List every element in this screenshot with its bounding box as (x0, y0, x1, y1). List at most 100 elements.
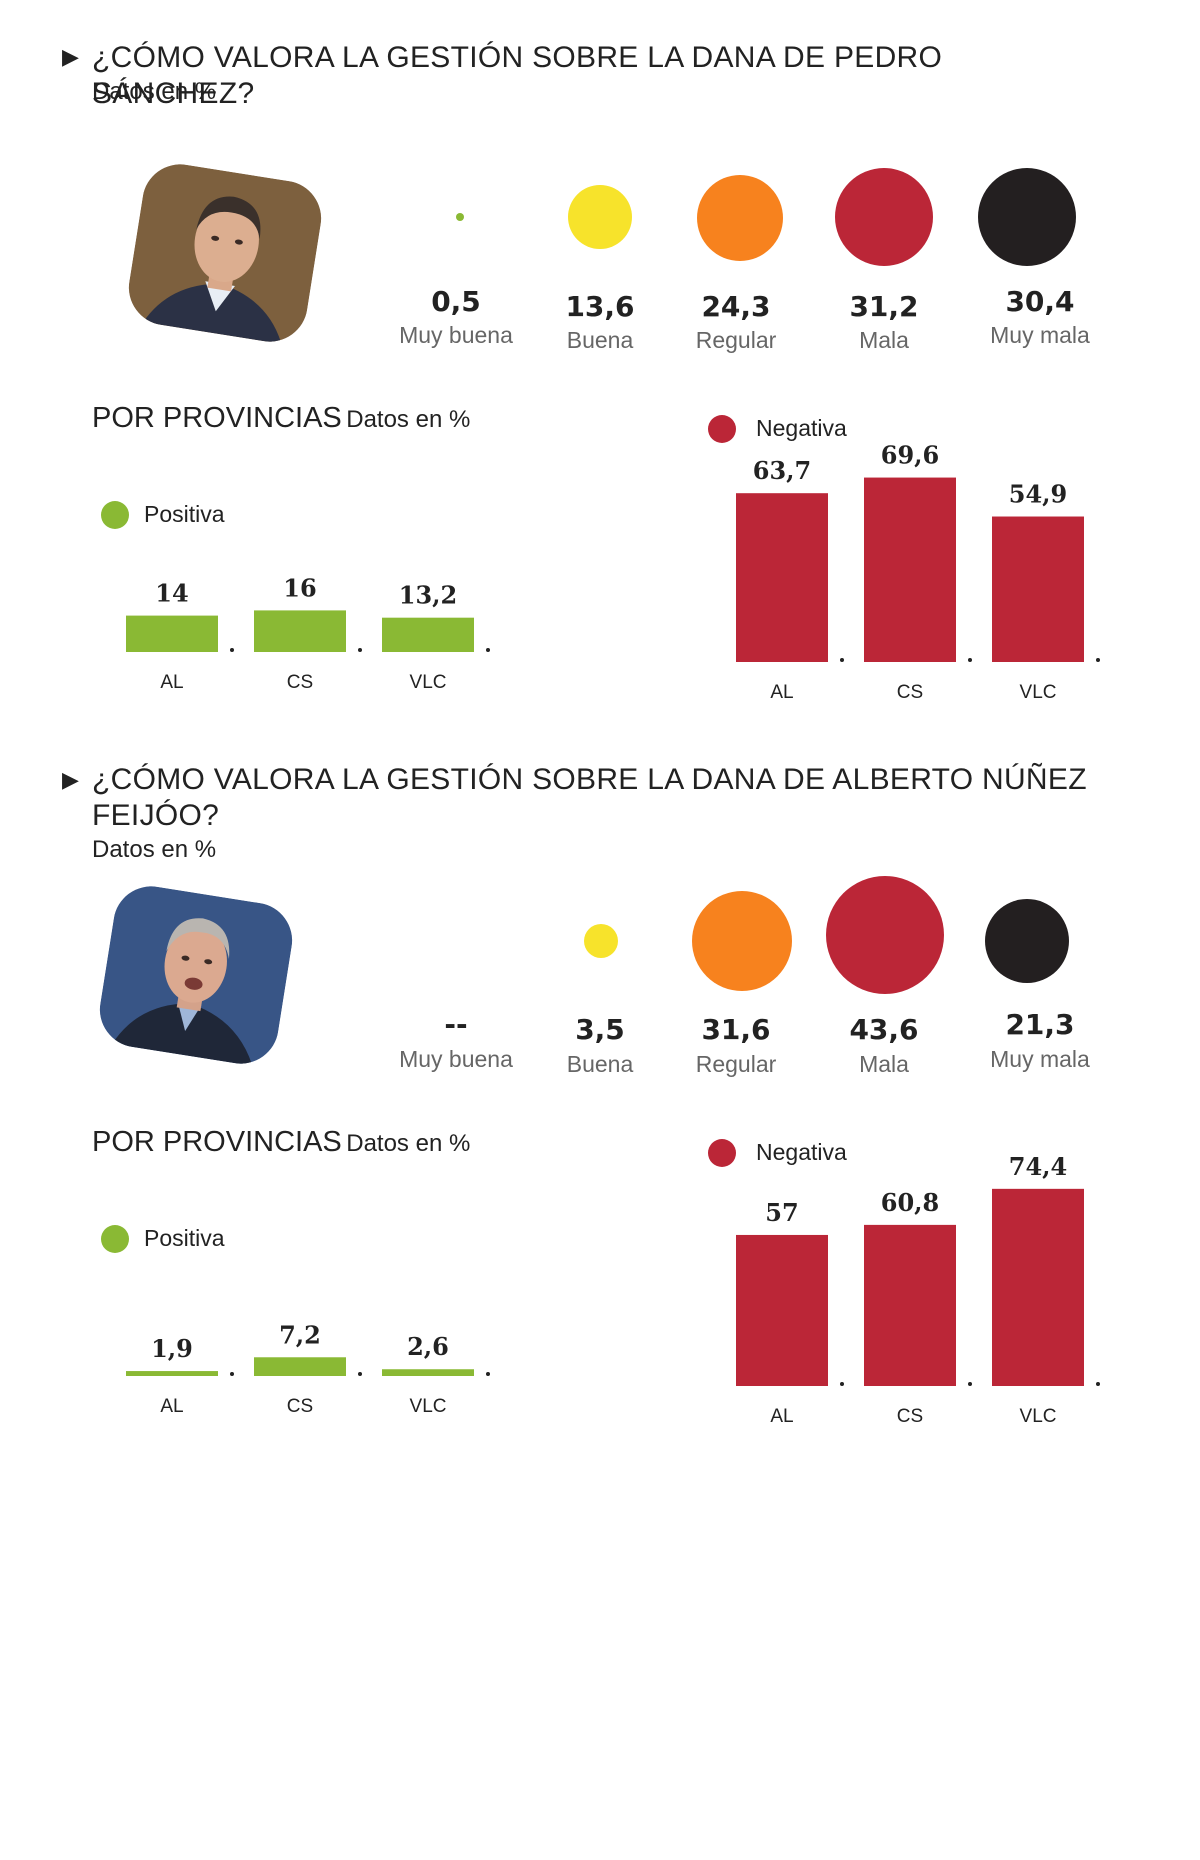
positive-bar-chart: 1,9 AL 7,2 CS 2,6 VLC (90, 1264, 510, 1424)
triangle-bullet-icon: ▶ (62, 45, 79, 70)
rating-value-buena: 3,5 (575, 1013, 625, 1046)
rating-label-muy-mala: Muy mala (990, 1046, 1090, 1072)
rating-label-mala: Mala (859, 327, 909, 353)
bar-value-label: 2,6 (407, 1332, 449, 1361)
category-label: VLC (410, 672, 447, 693)
baseline-dot (358, 1372, 362, 1376)
question-title: ¿CÓMO VALORA LA GESTIÓN SOBRE LA DANA DE… (92, 763, 1087, 832)
section-feijoo: ▶ ¿CÓMO VALORA LA GESTIÓN SOBRE LA DANA … (0, 724, 1200, 1454)
rating-label-regular: Regular (695, 327, 777, 353)
baseline-dot (486, 1372, 490, 1376)
question-subtitle: Datos en % (92, 78, 217, 105)
rating-label-muy-mala: Muy mala (990, 322, 1090, 348)
bar-al (126, 615, 218, 652)
question-subtitle: Datos en % (92, 836, 217, 863)
bar-cs (864, 1224, 956, 1386)
provinces-unit: Datos en % (346, 406, 471, 433)
rating-label-mala: Mala (859, 1051, 909, 1077)
legend-positive-label: Positiva (144, 1225, 225, 1251)
bar-al (736, 493, 828, 662)
rating-value-mala: 43,6 (849, 1013, 919, 1046)
baseline-dot (968, 1382, 972, 1386)
rating-circle-buena (584, 924, 618, 958)
bar-al (126, 1371, 218, 1376)
legend-positive-dot (101, 501, 129, 529)
rating-label-buena: Buena (566, 327, 634, 353)
politician-photo (123, 158, 327, 348)
rating-circle-regular (692, 891, 792, 991)
baseline-dot (1096, 658, 1100, 662)
category-label: CS (287, 1396, 313, 1417)
baseline-dot (230, 1372, 234, 1376)
rating-circle-regular (697, 175, 783, 261)
category-label: CS (287, 672, 313, 693)
baseline-dot (968, 658, 972, 662)
baseline-dot (486, 648, 490, 652)
bar-value-label: 16 (283, 573, 316, 602)
provinces-title: POR PROVINCIAS Datos en % (92, 1126, 470, 1159)
bar-vlc (992, 516, 1084, 662)
bar-cs (864, 477, 956, 662)
category-label: VLC (1020, 682, 1057, 703)
rating-value-mala: 31,2 (849, 290, 919, 323)
legend-negative-label: Negativa (756, 415, 847, 441)
rating-label-buena: Buena (566, 1051, 634, 1077)
bar-value-label: 14 (155, 579, 188, 608)
rating-circle-muy-mala (978, 168, 1076, 266)
bar-value-label: 69,6 (881, 441, 939, 470)
rating-circle-mala (835, 168, 933, 266)
category-label: VLC (1020, 1406, 1057, 1427)
category-label: AL (770, 682, 793, 703)
bar-al (736, 1234, 828, 1386)
bar-value-label: 13,2 (399, 581, 457, 610)
category-label: AL (160, 1396, 183, 1417)
positive-bar-chart: 14 AL 16 CS 13,2 VLC (90, 540, 510, 700)
category-label: AL (770, 1406, 793, 1427)
provinces-title-text: POR PROVINCIAS (92, 1126, 342, 1158)
provinces-title-text: POR PROVINCIAS (92, 402, 342, 434)
rating-value-muy-buena: 0,5 (431, 285, 481, 318)
rating-label-muy-buena: Muy buena (399, 322, 513, 348)
provinces-title: POR PROVINCIAS Datos en % (92, 402, 470, 435)
bar-value-label: 57 (765, 1198, 798, 1227)
legend-negative-dot (708, 415, 736, 443)
section-sanchez: ▶ ¿CÓMO VALORA LA GESTIÓN SOBRE LA DANA … (0, 0, 1200, 730)
question-title: ¿CÓMO VALORA LA GESTIÓN SOBRE LA DANA DE… (92, 41, 943, 110)
rating-value-muy-buena: -- (444, 1008, 468, 1041)
rating-circle-mala (826, 876, 944, 994)
baseline-dot (230, 648, 234, 652)
negative-bar-chart: 57 AL 60,8 CS 74,4 VLC (700, 1152, 1120, 1444)
bar-vlc (992, 1188, 1084, 1386)
rating-circle-buena (568, 185, 632, 249)
legend-positive-dot (101, 1225, 129, 1253)
bar-vlc (382, 1369, 474, 1376)
rating-value-regular: 24,3 (701, 290, 771, 323)
rating-value-muy-mala: 30,4 (1005, 285, 1075, 318)
baseline-dot (1096, 1382, 1100, 1386)
legend-positive-label: Positiva (144, 501, 225, 527)
bar-cs (254, 1357, 346, 1376)
category-label: CS (897, 682, 923, 703)
legend-negative-label: Negativa (756, 1139, 847, 1165)
triangle-bullet-icon: ▶ (62, 768, 79, 793)
rating-circle-muy-mala (985, 899, 1069, 983)
rating-value-muy-mala: 21,3 (1005, 1008, 1075, 1041)
rating-label-regular: Regular (695, 1051, 777, 1077)
category-label: AL (160, 672, 183, 693)
provinces-unit: Datos en % (346, 1130, 471, 1157)
bar-value-label: 7,2 (279, 1320, 321, 1349)
baseline-dot (840, 1382, 844, 1386)
negative-bar-chart: 63,7 AL 69,6 CS 54,9 VLC (700, 430, 1120, 720)
category-label: CS (897, 1406, 923, 1427)
rating-value-regular: 31,6 (701, 1013, 771, 1046)
bar-vlc (382, 617, 474, 652)
rating-value-buena: 13,6 (565, 290, 635, 323)
legend-negative-dot (708, 1139, 736, 1167)
bar-value-label: 63,7 (753, 456, 811, 485)
bar-value-label: 60,8 (881, 1188, 939, 1217)
rating-label-muy-buena: Muy buena (399, 1046, 513, 1072)
bar-value-label: 74,4 (1009, 1154, 1067, 1181)
baseline-dot (840, 658, 844, 662)
bar-cs (254, 610, 346, 652)
baseline-dot (358, 648, 362, 652)
